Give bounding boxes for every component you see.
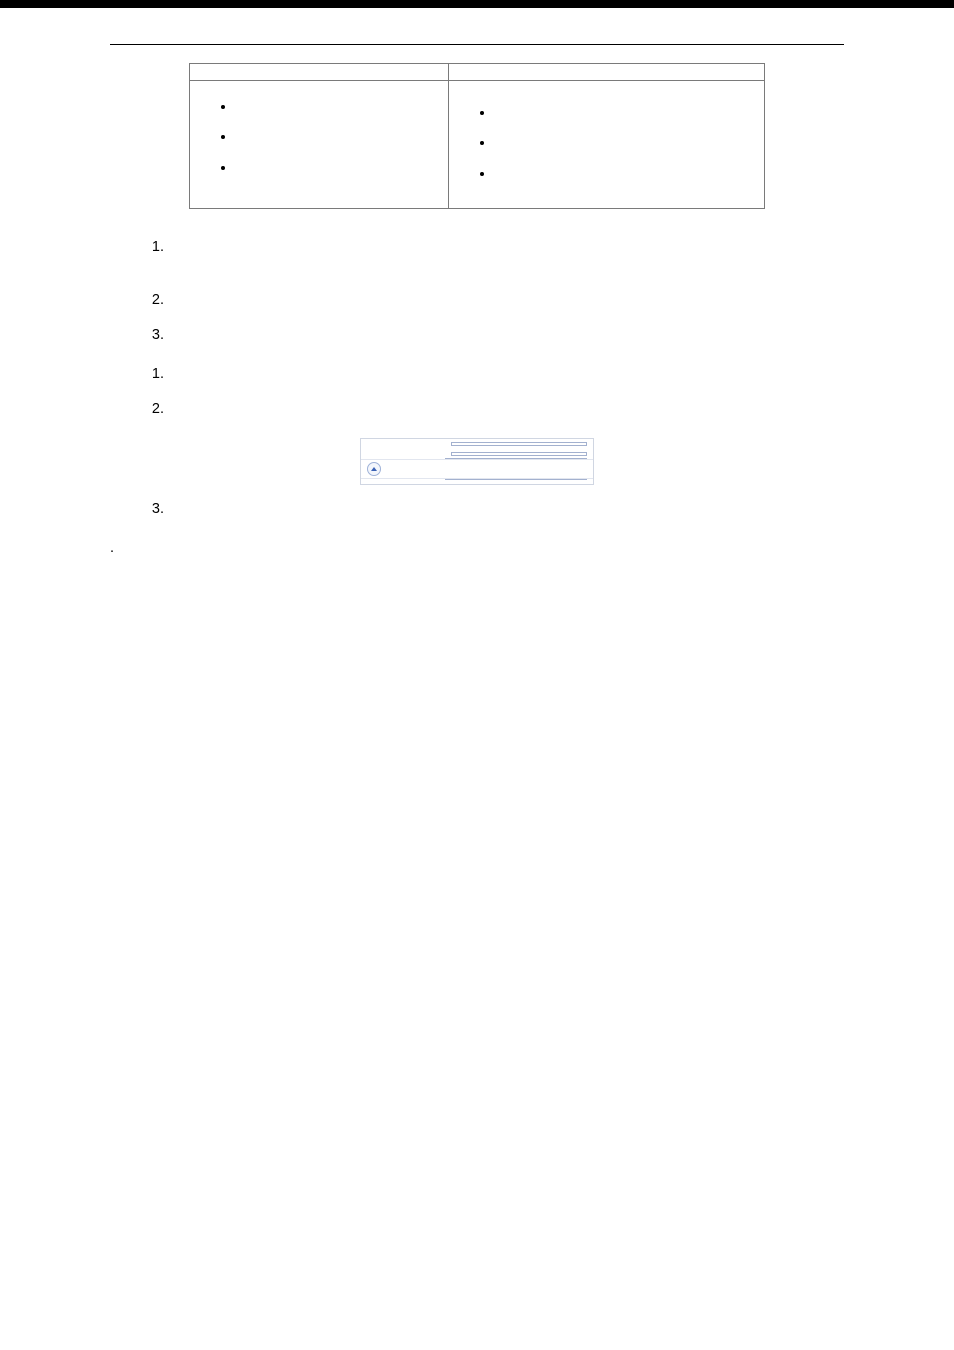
win-list	[200, 97, 438, 178]
mac-item-select	[495, 164, 754, 184]
cell-mac	[448, 81, 764, 209]
cell-windows	[190, 81, 449, 209]
sd-value-filename[interactable]	[451, 442, 587, 446]
s1-step1	[168, 237, 844, 258]
sd-value-type[interactable]	[451, 452, 587, 456]
s1-step3	[168, 325, 844, 346]
header-bar	[0, 0, 954, 8]
compare-table	[189, 63, 765, 209]
s2-step2	[168, 399, 844, 420]
win-item-select	[236, 158, 438, 178]
sd-row-filename	[361, 439, 593, 449]
save-dialog	[360, 438, 594, 485]
divider	[110, 44, 844, 45]
mac-list	[459, 103, 754, 184]
page-content: .	[0, 8, 954, 609]
sd-hide-folders[interactable]	[361, 459, 593, 479]
section2-steps	[110, 364, 844, 420]
th-mac	[448, 64, 764, 81]
note-1: .	[110, 538, 844, 559]
mac-item-textrec	[495, 133, 754, 153]
s2-step1	[168, 364, 844, 385]
sd-type-list-2[interactable]	[445, 479, 587, 480]
th-windows	[190, 64, 449, 81]
win-item-textrec	[236, 127, 438, 147]
section1-steps	[110, 237, 844, 258]
win-item-options	[236, 97, 438, 117]
caret-up-icon	[367, 462, 381, 476]
s1-step2	[168, 290, 844, 311]
s2-step3	[168, 499, 844, 520]
section2-steps-cont	[110, 499, 844, 520]
mac-item-prefs	[495, 103, 754, 123]
section1-steps-cont	[110, 290, 844, 346]
